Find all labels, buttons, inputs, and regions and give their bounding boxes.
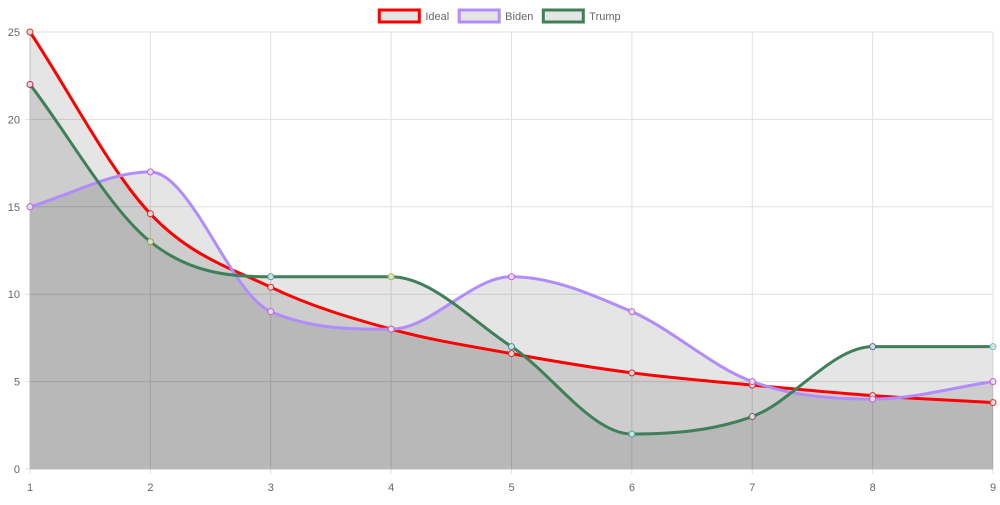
legend-item-trump[interactable]: Trump bbox=[541, 8, 621, 24]
legend-label: Trump bbox=[589, 11, 620, 23]
y-tick-label: 25 bbox=[8, 27, 20, 39]
x-tick-label: 8 bbox=[870, 482, 876, 494]
data-point-trump[interactable] bbox=[508, 343, 515, 351]
data-point-ideal[interactable] bbox=[628, 369, 636, 377]
data-point-ideal[interactable] bbox=[508, 350, 515, 358]
x-tick-label: 9 bbox=[990, 482, 996, 494]
y-tick-label: 5 bbox=[14, 377, 20, 389]
data-point-biden[interactable] bbox=[748, 378, 756, 386]
series-areas bbox=[30, 32, 993, 469]
data-point-biden[interactable] bbox=[628, 308, 636, 316]
axes: 1 2 3 4 5 6 7 8 9 0 5 10 15 20 25 bbox=[8, 27, 996, 494]
series-area-biden bbox=[30, 171, 993, 469]
data-point-trump[interactable] bbox=[387, 273, 395, 281]
data-point-biden[interactable] bbox=[869, 395, 877, 403]
x-tick-label: 2 bbox=[147, 482, 153, 494]
series-area-ideal bbox=[30, 32, 993, 469]
data-point-ideal[interactable] bbox=[26, 28, 34, 36]
x-tick-label: 5 bbox=[508, 482, 514, 494]
data-point-trump[interactable] bbox=[989, 343, 997, 351]
data-point-biden[interactable] bbox=[267, 308, 275, 316]
data-point-trump[interactable] bbox=[267, 273, 275, 281]
x-tick-label: 1 bbox=[27, 482, 33, 494]
legend-swatch bbox=[541, 8, 585, 24]
series-line-ideal[interactable] bbox=[28, 30, 995, 405]
x-tick-label: 6 bbox=[629, 482, 635, 494]
legend[interactable]: Ideal Biden Trump bbox=[377, 8, 621, 24]
data-point-trump[interactable] bbox=[748, 413, 756, 421]
legend-label: Ideal bbox=[425, 11, 449, 23]
x-tick-label: 4 bbox=[388, 482, 394, 494]
y-tick-label: 0 bbox=[14, 464, 20, 476]
y-tick-label: 15 bbox=[8, 202, 20, 214]
y-tick-label: 20 bbox=[8, 114, 20, 126]
data-point-ideal[interactable] bbox=[146, 210, 154, 218]
data-point-biden[interactable] bbox=[26, 203, 34, 211]
data-point-ideal[interactable] bbox=[989, 399, 997, 407]
data-point-biden[interactable] bbox=[508, 273, 515, 281]
legend-swatch bbox=[377, 8, 421, 24]
y-tick-label: 10 bbox=[8, 289, 20, 301]
data-point-biden[interactable] bbox=[146, 168, 154, 176]
series-points bbox=[26, 28, 997, 438]
data-point-trump[interactable] bbox=[628, 430, 636, 438]
x-tick-label: 7 bbox=[749, 482, 755, 494]
data-point-biden[interactable] bbox=[989, 378, 997, 386]
x-tick-label: 3 bbox=[268, 482, 274, 494]
data-point-ideal[interactable] bbox=[267, 283, 275, 291]
data-point-biden[interactable] bbox=[387, 325, 395, 333]
data-point-trump[interactable] bbox=[26, 80, 34, 88]
series-area-trump bbox=[30, 84, 993, 469]
series-line-biden[interactable] bbox=[28, 170, 995, 401]
legend-item-ideal[interactable]: Ideal bbox=[377, 8, 449, 24]
legend-item-biden[interactable]: Biden bbox=[457, 8, 533, 24]
data-point-trump[interactable] bbox=[869, 343, 877, 351]
data-point-trump[interactable] bbox=[146, 238, 154, 246]
legend-swatch bbox=[457, 8, 501, 24]
legend-label: Biden bbox=[505, 11, 533, 23]
